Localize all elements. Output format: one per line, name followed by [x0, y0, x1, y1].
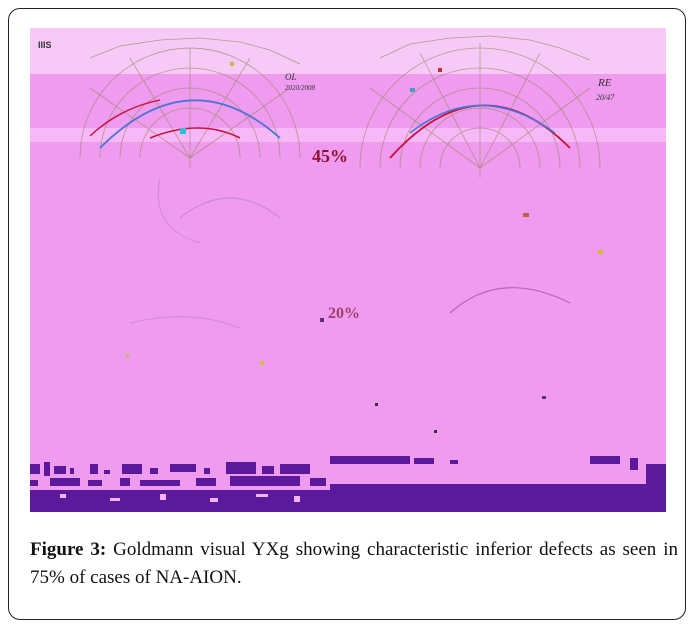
percent-bottom-label: 20%: [328, 305, 360, 322]
lower-right-isopter: [449, 287, 571, 314]
right-eye-isopter-blue: [409, 104, 556, 134]
left-eye-isopter-blue: [99, 99, 281, 149]
figure-caption: Figure 3: Goldmann visual YXg showing ch…: [30, 536, 678, 592]
right-eye-sublabel: 20/47: [596, 93, 615, 102]
percent-top-label: 45%: [312, 146, 348, 166]
chart-header-label: IIIS: [38, 40, 52, 50]
caption-label: Figure 3:: [30, 539, 107, 560]
lower-left-arc: [129, 316, 241, 329]
caption-text: Goldmann visual YXg showing characterist…: [30, 539, 678, 588]
visual-field-chart: IIIS OL 2020/2008 RE 20/47 45% 20%: [30, 28, 666, 512]
chart-top-band: [30, 28, 666, 74]
noise-strip-highlights: [60, 494, 300, 502]
speck-artifacts: [126, 62, 603, 433]
left-eye-isopter-red: [89, 99, 161, 137]
noise-strip: [30, 456, 666, 512]
goldmann-visual-field-figure: IIIS OL 2020/2008 RE 20/47 45% 20%: [30, 28, 666, 512]
mid-left-arc: [157, 177, 201, 244]
left-eye-label: OL: [285, 72, 297, 82]
lower-left-isopter: [179, 197, 281, 219]
left-eye-sublabel: 2020/2008: [285, 84, 315, 92]
right-eye-label: RE: [597, 77, 612, 89]
left-eye-inner-isopter: [149, 127, 241, 139]
